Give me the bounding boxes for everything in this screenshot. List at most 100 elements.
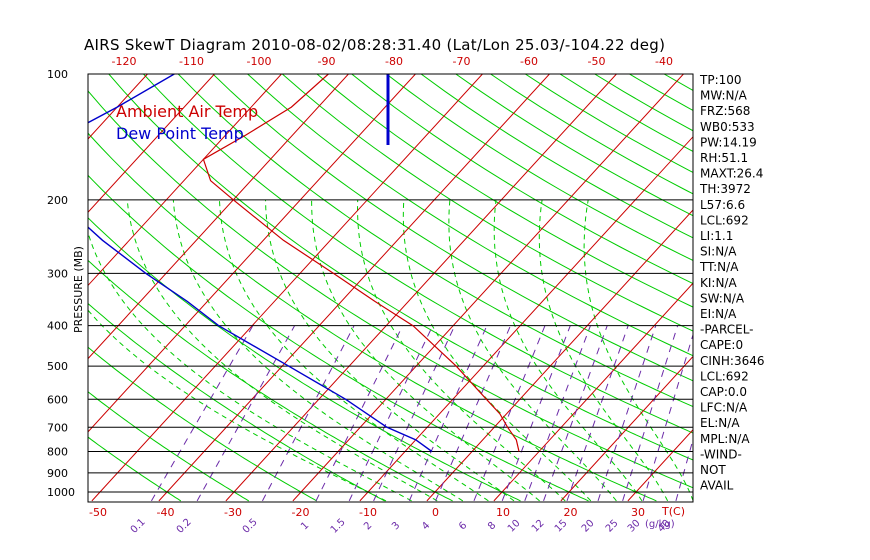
moist-adiabat-line [356, 199, 566, 502]
index-label: PW:14.19 [700, 135, 757, 149]
pressure-tick-label: 100 [47, 68, 68, 81]
isotherm-line [359, 136, 693, 502]
isotherm-line [91, 74, 483, 502]
mixing-ratio-label: 6 [457, 520, 469, 532]
index-label: TT:N/A [699, 260, 739, 274]
mixing-ratio-label: 1 [299, 520, 311, 532]
mixing-ratio-line [435, 325, 511, 502]
dry-adiabat-line [108, 74, 693, 461]
pressure-tick-label: 600 [47, 393, 68, 406]
moist-adiabat-line [402, 199, 592, 502]
top-temp-tick-label: -70 [453, 55, 471, 68]
mixing-ratio-line [348, 325, 434, 502]
moist-adiabat-line [311, 199, 540, 502]
mixing-unit-label: (g/kg) [645, 519, 675, 530]
isotherm-line [88, 74, 215, 213]
index-label: EI:N/A [700, 307, 737, 321]
pressure-tick-label: 300 [47, 267, 68, 280]
bottom-temp-tick-label: -40 [157, 506, 175, 519]
isotherm-line [88, 74, 282, 287]
index-label: -PARCEL- [700, 323, 754, 337]
index-label: NOT [700, 463, 726, 477]
bottom-temp-tick-label: -30 [224, 506, 242, 519]
index-label: CAPE:0 [700, 338, 743, 352]
index-label: AVAIL [700, 479, 734, 493]
mixing-ratio-label: 2 [362, 520, 374, 532]
bottom-temp-tick-label: 30 [631, 506, 645, 519]
index-label: -WIND- [700, 447, 742, 461]
mixing-ratio-label: 0.2 [175, 517, 194, 536]
top-temp-tick-label: -40 [655, 55, 673, 68]
index-label: LI:1.1 [700, 229, 733, 243]
dry-adiabat-line [143, 74, 693, 434]
pressure-tick-label: 800 [47, 445, 68, 458]
dry-adiabat-line [525, 74, 693, 174]
x-axis-label: T(C) [661, 505, 685, 518]
index-label: L57:6.6 [700, 198, 745, 212]
mixing-ratio-label: 8 [486, 520, 498, 532]
plot-frame [87, 73, 694, 503]
index-label: LCL:692 [700, 213, 749, 227]
dry-adiabat-line [88, 436, 182, 502]
mixing-ratio-label: 30 [626, 518, 643, 535]
dry-adiabat-line [88, 174, 589, 502]
moist-adiabat-line [583, 199, 693, 502]
legend-dewpoint: Dew Point Temp [116, 124, 244, 143]
dry-adiabat-line [490, 74, 693, 195]
isotherm-line [493, 282, 693, 502]
mixing-ratio-line [373, 325, 456, 502]
dry-adiabat-line [88, 391, 250, 502]
isotherm-line [88, 74, 349, 360]
isotherm-line [426, 209, 693, 502]
mixing-ratio-line [524, 325, 591, 502]
top-temp-tick-label: -50 [588, 55, 606, 68]
index-label: SI:N/A [700, 245, 737, 259]
moist-adiabat-line [172, 199, 464, 502]
dry-adiabat-line [247, 74, 693, 357]
legend-ambient: Ambient Air Temp [116, 102, 258, 121]
chart-title: AIRS SkewT Diagram 2010-08-02/08:28:31.4… [84, 36, 666, 54]
index-label: TP:100 [699, 73, 742, 87]
index-label: LCL:692 [700, 369, 749, 383]
dry-adiabat-line [351, 74, 693, 285]
moist-adiabat-line [218, 199, 489, 502]
bottom-temp-tick-label: 20 [564, 506, 578, 519]
mixing-ratio-line [408, 325, 488, 502]
top-temp-tick-label: -120 [112, 55, 137, 68]
dry-adiabat-line [212, 74, 693, 382]
pressure-tick-label: 700 [47, 421, 68, 434]
index-label: CINH:3646 [700, 354, 765, 368]
isotherm-line [225, 74, 617, 502]
mixing-ratio-label: 3 [390, 520, 402, 532]
mixing-ratio-label: 0.1 [129, 517, 148, 536]
index-label: SW:N/A [700, 291, 745, 305]
index-label: WB0:533 [700, 120, 755, 134]
mixing-ratio-label: 0.5 [241, 517, 260, 536]
top-temp-tick-label: -90 [318, 55, 336, 68]
moist-adiabat-line [538, 199, 669, 502]
isotherm-line [762, 74, 870, 501]
dry-adiabat-line [663, 74, 693, 92]
dry-adiabat-line [88, 346, 317, 502]
mixing-ratio-line [262, 325, 355, 502]
mixing-ratio-label: 1.5 [329, 517, 348, 536]
mixing-ratio-line [501, 325, 571, 502]
moist-adiabat-line [448, 199, 617, 502]
y-axis-label: PRESSURE (MB) [72, 246, 85, 333]
bottom-temp-tick-label: -20 [292, 506, 310, 519]
index-label: TH:3972 [699, 182, 751, 196]
index-label: LFC:N/A [700, 401, 748, 415]
isotherm-line [0, 74, 80, 501]
top-temp-tick-label: -80 [385, 55, 403, 68]
index-label: MAXT:26.4 [700, 167, 763, 181]
mixing-ratio-line [622, 325, 679, 502]
moist-adiabat-line [88, 309, 387, 502]
dry-adiabat-line [316, 74, 693, 308]
mixing-ratio-label: 12 [530, 518, 547, 535]
dewpoint-temp-line [88, 74, 433, 453]
mixing-ratio-line [566, 325, 629, 502]
mixing-ratio-label: 4 [420, 520, 432, 532]
mixing-ratio-line [675, 437, 693, 501]
ambient-temp-line [202, 74, 520, 452]
pressure-tick-label: 900 [47, 467, 68, 480]
